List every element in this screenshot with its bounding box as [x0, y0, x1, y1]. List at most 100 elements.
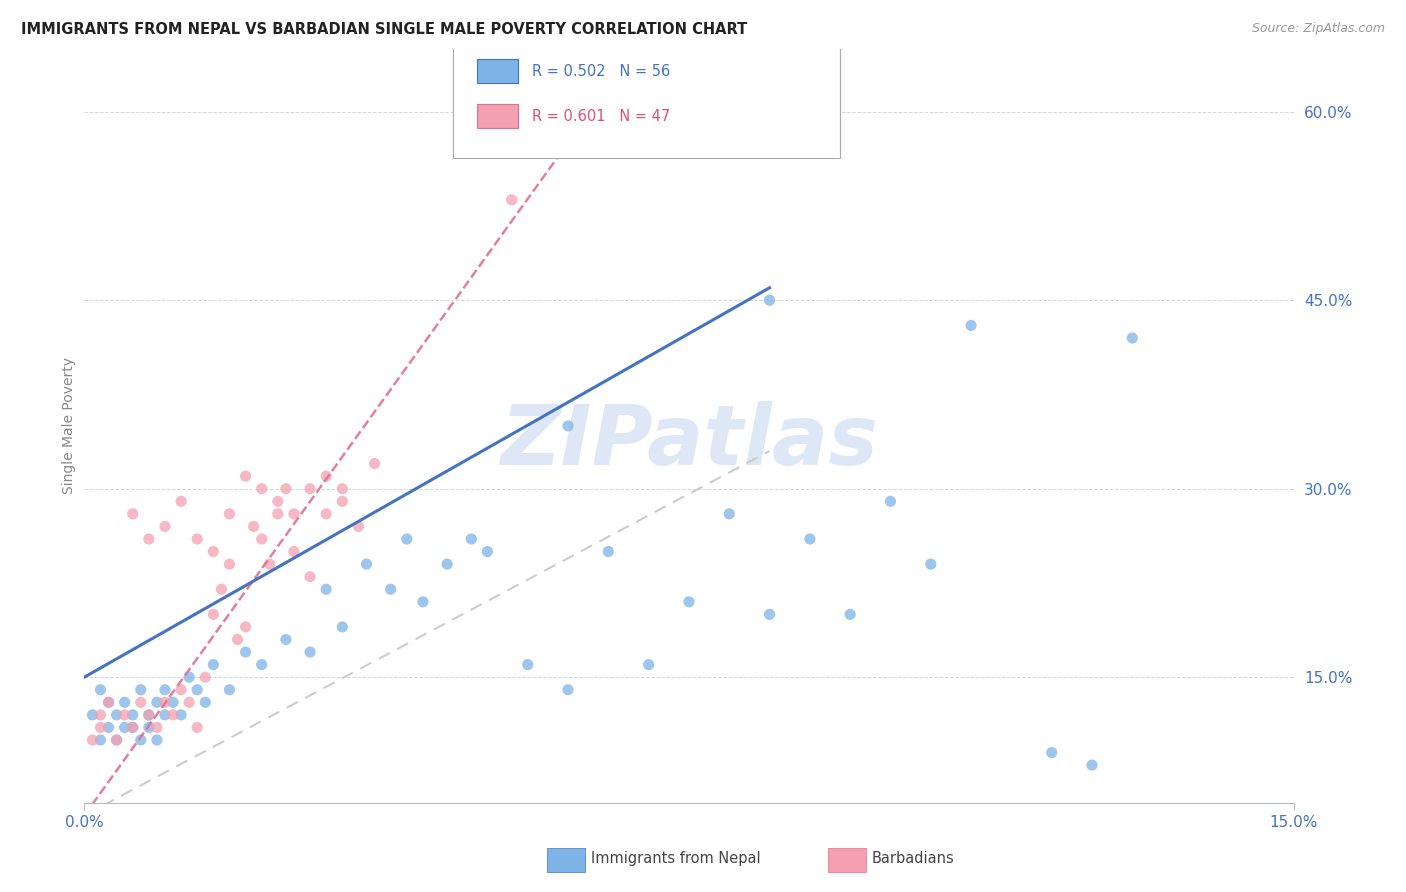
- Point: [89, 733, 111, 747]
- Point: [380, 582, 402, 597]
- Point: [412, 595, 434, 609]
- Point: [202, 607, 225, 622]
- Point: [186, 532, 208, 546]
- Point: [557, 682, 579, 697]
- Point: [129, 733, 152, 747]
- Point: [330, 494, 353, 508]
- Point: [209, 582, 232, 597]
- Point: [202, 657, 225, 672]
- Point: [637, 657, 659, 672]
- Point: [138, 532, 160, 546]
- Point: [315, 507, 337, 521]
- Point: [799, 532, 821, 546]
- Point: [179, 670, 201, 684]
- Point: [330, 620, 353, 634]
- Point: [879, 494, 901, 508]
- Point: [97, 695, 120, 709]
- Point: [153, 519, 176, 533]
- Point: [153, 695, 176, 709]
- Point: [218, 682, 240, 697]
- Point: [121, 721, 143, 735]
- Point: [121, 507, 143, 521]
- Point: [250, 657, 273, 672]
- Point: [477, 544, 499, 558]
- Point: [226, 632, 249, 647]
- Point: [235, 469, 257, 483]
- Point: [129, 695, 152, 709]
- Point: [153, 682, 176, 697]
- Point: [89, 682, 111, 697]
- Point: [105, 707, 128, 722]
- Point: [153, 707, 176, 722]
- Point: [235, 645, 257, 659]
- Point: [363, 457, 385, 471]
- Point: [186, 721, 208, 735]
- Point: [718, 507, 741, 521]
- Point: [179, 695, 201, 709]
- Point: [97, 695, 120, 709]
- Point: [283, 507, 305, 521]
- Point: [186, 682, 208, 697]
- Point: [460, 532, 482, 546]
- Text: IMMIGRANTS FROM NEPAL VS BARBADIAN SINGLE MALE POVERTY CORRELATION CHART: IMMIGRANTS FROM NEPAL VS BARBADIAN SINGL…: [21, 22, 748, 37]
- Point: [299, 570, 322, 584]
- Point: [557, 419, 579, 434]
- Point: [89, 721, 111, 735]
- Point: [758, 293, 780, 308]
- Text: Source: ZipAtlas.com: Source: ZipAtlas.com: [1251, 22, 1385, 36]
- Point: [114, 707, 136, 722]
- Point: [114, 695, 136, 709]
- Text: ZIPatlas: ZIPatlas: [501, 401, 877, 482]
- Point: [138, 721, 160, 735]
- FancyBboxPatch shape: [478, 59, 519, 83]
- Point: [89, 707, 111, 722]
- Point: [218, 557, 240, 571]
- Point: [1121, 331, 1143, 345]
- Y-axis label: Single Male Poverty: Single Male Poverty: [62, 358, 76, 494]
- Point: [194, 695, 217, 709]
- Point: [516, 657, 538, 672]
- Point: [235, 620, 257, 634]
- Point: [395, 532, 418, 546]
- Point: [501, 193, 523, 207]
- Point: [283, 544, 305, 558]
- Point: [250, 482, 273, 496]
- Point: [267, 494, 290, 508]
- Point: [315, 582, 337, 597]
- Point: [114, 721, 136, 735]
- Point: [920, 557, 942, 571]
- Point: [129, 682, 152, 697]
- Point: [242, 519, 264, 533]
- Point: [170, 682, 193, 697]
- Point: [299, 645, 322, 659]
- Point: [274, 482, 297, 496]
- Point: [162, 695, 184, 709]
- Point: [960, 318, 983, 333]
- Point: [146, 721, 169, 735]
- Point: [202, 544, 225, 558]
- Point: [105, 733, 128, 747]
- Point: [121, 707, 143, 722]
- FancyBboxPatch shape: [453, 45, 841, 159]
- Point: [1040, 746, 1063, 760]
- Point: [259, 557, 281, 571]
- Text: Immigrants from Nepal: Immigrants from Nepal: [591, 851, 761, 865]
- Text: R = 0.601   N = 47: R = 0.601 N = 47: [531, 110, 671, 124]
- Point: [299, 482, 322, 496]
- Point: [598, 544, 620, 558]
- Point: [194, 670, 217, 684]
- Point: [82, 733, 104, 747]
- Point: [356, 557, 378, 571]
- Point: [105, 733, 128, 747]
- Point: [170, 494, 193, 508]
- Point: [162, 707, 184, 722]
- Point: [758, 607, 780, 622]
- Point: [97, 721, 120, 735]
- Point: [1081, 758, 1104, 772]
- Point: [146, 733, 169, 747]
- Point: [82, 707, 104, 722]
- Point: [170, 707, 193, 722]
- Point: [315, 469, 337, 483]
- Point: [678, 595, 700, 609]
- Point: [436, 557, 458, 571]
